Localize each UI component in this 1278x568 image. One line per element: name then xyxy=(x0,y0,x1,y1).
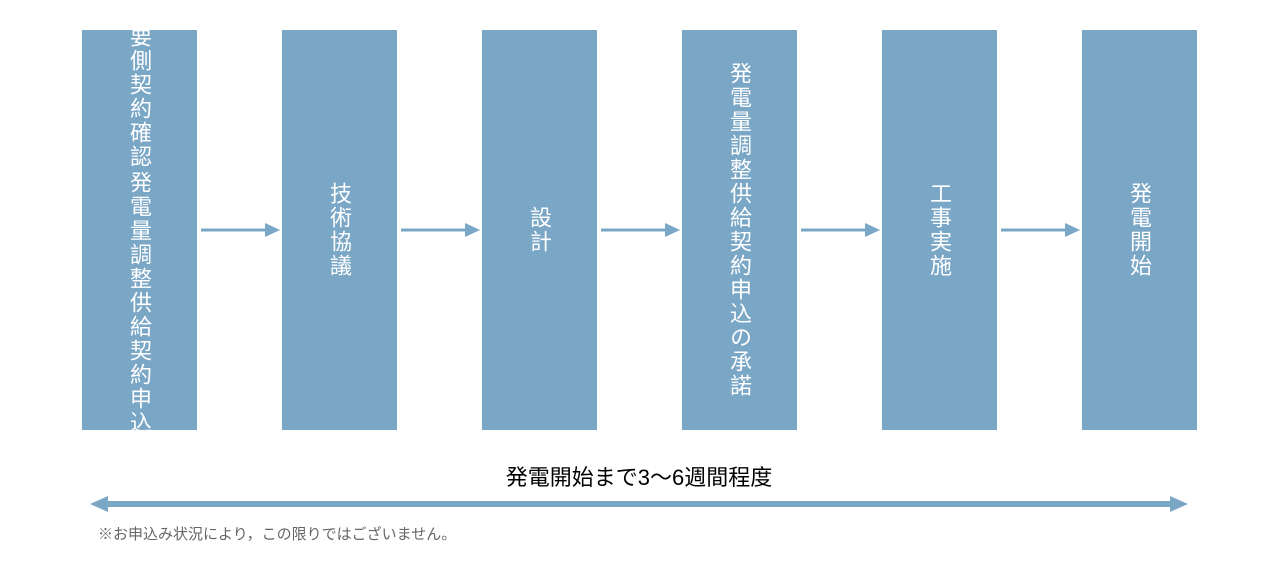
step-box-1: 発電量調整供給契約申込・ 需要側契約確認 xyxy=(82,30,197,430)
step-box-3: 設計 xyxy=(482,30,597,430)
step-box-6: 発電開始 xyxy=(1082,30,1197,430)
arrow-1 xyxy=(197,220,282,240)
step-box-5: 工事実施 xyxy=(882,30,997,430)
timeline-footnote: ※お申込み状況により，この限りではございません。 xyxy=(98,523,1188,544)
step-label-4: 発電量調整供給契約申込の承諾 xyxy=(723,62,755,398)
step-label-2: 技術協議 xyxy=(323,182,355,278)
arrow-3 xyxy=(597,220,682,240)
step-box-2: 技術協議 xyxy=(282,30,397,430)
step-label-6: 発電開始 xyxy=(1123,182,1155,278)
timeline: 発電開始まで3～6週間程度 ※お申込み状況により，この限りではございません。 xyxy=(90,460,1188,544)
step-box-4: 発電量調整供給契約申込の承諾 xyxy=(682,30,797,430)
arrow-2 xyxy=(397,220,482,240)
process-flow: 発電量調整供給契約申込・ 需要側契約確認 技術協議 設計 発電量調整供給契約申込… xyxy=(0,0,1278,440)
timeline-double-arrow xyxy=(90,496,1188,512)
timeline-label: 発電開始まで3～6週間程度 xyxy=(90,460,1188,492)
step-1-line-2: 需要側契約確認 xyxy=(123,1,155,169)
arrow-5 xyxy=(997,220,1082,240)
step-1-line-1: 発電量調整供給契約申込・ xyxy=(123,171,155,459)
step-label-1: 発電量調整供給契約申込・ 需要側契約確認 xyxy=(123,1,155,459)
step-label-5: 工事実施 xyxy=(923,182,955,278)
arrow-4 xyxy=(797,220,882,240)
step-label-3: 設計 xyxy=(523,206,555,254)
